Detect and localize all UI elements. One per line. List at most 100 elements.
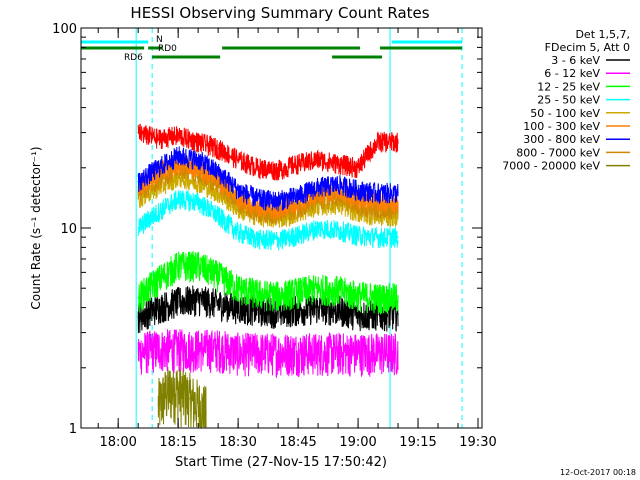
data-point: [357, 167, 359, 169]
legend-entry-label: 300 - 800 keV: [523, 133, 600, 146]
data-point: [137, 296, 139, 298]
series-line-3-6-kev: [137, 285, 399, 334]
data-point: [177, 264, 179, 267]
data-point: [377, 236, 379, 238]
data-point: [337, 351, 339, 353]
data-point: [297, 291, 299, 293]
data-point: [397, 313, 399, 315]
data-point: [317, 306, 319, 309]
data-point: [157, 279, 159, 281]
data-point: [197, 404, 199, 406]
data-point: [317, 351, 319, 353]
legend-entry-label: 100 - 300 keV: [523, 120, 600, 133]
x-axis: 18:00 18:15 18:30 18:45 19:00 19:15 19:30: [97, 28, 497, 450]
data-point: [357, 234, 359, 236]
x-tick-label: 19:30: [459, 435, 496, 450]
data-point: [217, 178, 219, 180]
data-point: [157, 306, 159, 309]
data-point: [357, 189, 359, 191]
data-point: [197, 141, 199, 143]
data-point: [177, 134, 179, 137]
data-point: [237, 306, 239, 309]
series-300-800-kev: [137, 146, 399, 212]
data-point: [217, 215, 219, 217]
series-line-6-12-kev: [137, 329, 399, 379]
legend-entry-label: 50 - 100 keV: [530, 107, 600, 120]
data-point: [357, 351, 359, 353]
data-point: [337, 162, 339, 165]
data-point: [277, 294, 279, 297]
flag-label-rd0: RD0: [158, 44, 177, 54]
data-point: [277, 169, 279, 171]
flag-label-rd6: RD6: [124, 53, 143, 63]
data-point: [177, 300, 179, 302]
y-axis-title: Count Rate (s⁻¹ detector⁻¹): [29, 146, 43, 309]
data-point: [297, 351, 299, 353]
series-line-12-25-kev: [137, 251, 399, 315]
data-point: [337, 309, 339, 311]
data-point: [257, 205, 259, 208]
data-point: [217, 347, 219, 350]
data-point: [205, 411, 207, 413]
data-point: [317, 186, 319, 188]
data-point: [173, 386, 175, 388]
data-point: [137, 227, 139, 229]
data-point: [277, 239, 279, 241]
data-point: [237, 158, 239, 161]
data-point: [277, 200, 279, 202]
data-point: [177, 198, 179, 200]
series-line-unlabelled: [137, 123, 399, 181]
data-point: [137, 351, 139, 353]
data-point: [397, 351, 399, 353]
series-unlabelled: [137, 123, 399, 181]
data-point: [217, 171, 219, 173]
data-point: [217, 274, 219, 276]
data-point: [377, 296, 379, 298]
series-6-12-kev: [137, 329, 399, 379]
data-point: [197, 158, 199, 161]
data-point: [217, 302, 219, 304]
data-point: [377, 192, 379, 194]
footer-timestamp: 12-Oct-2017 00:18: [560, 468, 636, 477]
legend-entry-label: 12 - 25 keV: [537, 80, 600, 93]
series-7000-20000-kev: [157, 364, 207, 428]
data-point: [397, 192, 399, 194]
series-line-25-50-kev: [137, 189, 399, 251]
data-point: [297, 234, 299, 236]
data-point: [217, 147, 219, 150]
data-point: [357, 294, 359, 297]
data-point: [197, 201, 199, 203]
data-point: [177, 347, 179, 350]
series-line-7000-20000-kev: [157, 364, 207, 428]
y-tick-label: 10: [60, 222, 77, 237]
x-tick-label: 18:15: [159, 435, 196, 450]
data-point: [197, 264, 199, 267]
x-tick-label: 19:15: [399, 435, 436, 450]
data-point: [137, 131, 139, 134]
y-tick-label: 1: [69, 422, 77, 437]
data-point: [277, 351, 279, 353]
legend-header-line: FDecim 5, Att 0: [545, 41, 630, 54]
data-point: [157, 137, 159, 140]
data-point: [377, 351, 379, 353]
data-point: [337, 229, 339, 231]
data-point: [397, 296, 399, 298]
legend-entry-label: 800 - 7000 keV: [516, 146, 600, 159]
data-point: [257, 309, 259, 311]
data-point: [257, 198, 259, 200]
data-point: [137, 181, 139, 183]
data-point: [217, 192, 219, 194]
data-point: [337, 183, 339, 186]
legend-entry-label: 3 - 6 keV: [551, 54, 600, 67]
data-point: [177, 155, 179, 157]
data-point: [157, 404, 159, 406]
y-axis: 1 10 100: [52, 22, 482, 437]
data-point: [357, 313, 359, 315]
data-point: [157, 211, 159, 213]
data-point: [317, 158, 319, 161]
data-point: [397, 201, 399, 203]
data-point: [397, 141, 399, 143]
